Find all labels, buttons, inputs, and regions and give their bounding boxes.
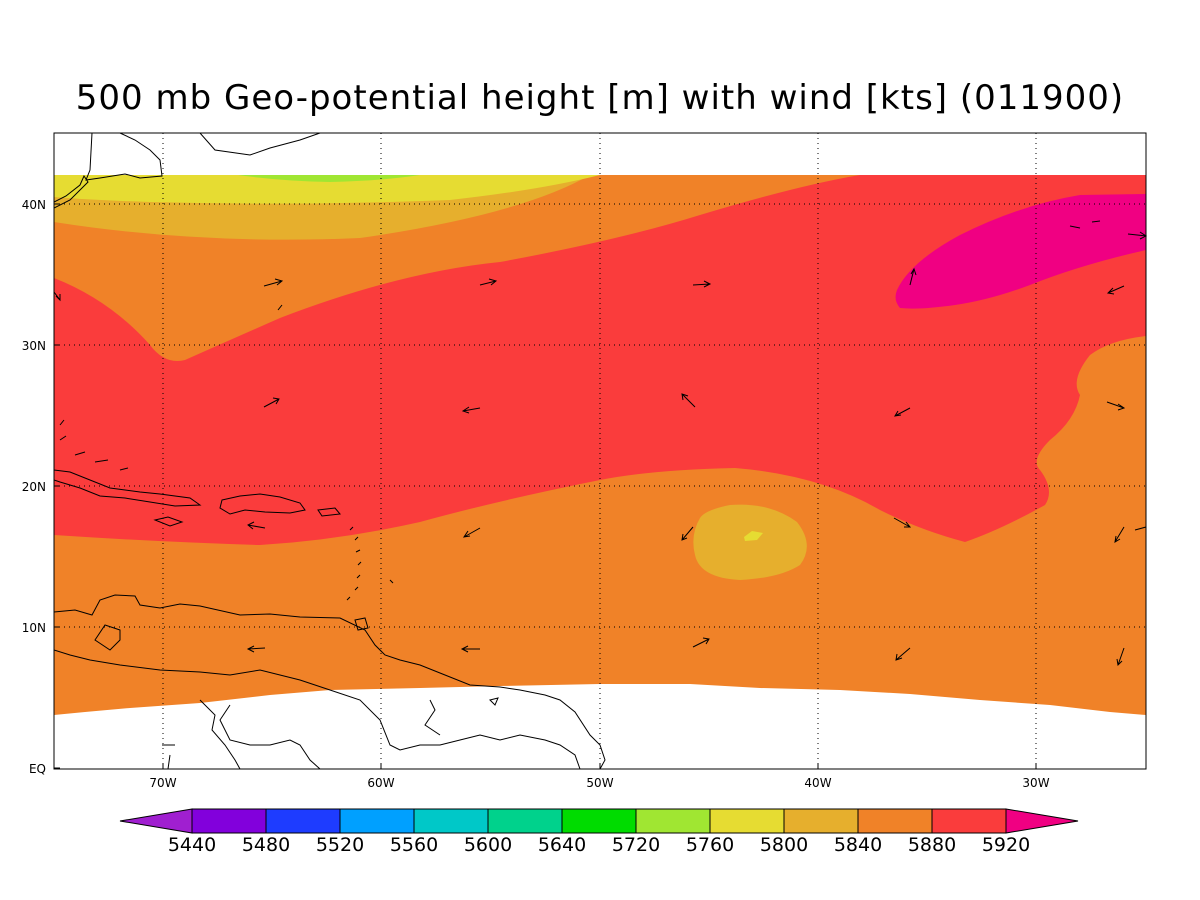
wind-vector (893, 517, 912, 528)
colorbar-right-triangle (1005, 808, 1079, 834)
lon-label-50w: 50W (586, 776, 613, 790)
coast-bahamas (59, 419, 129, 471)
colorbar-label: 5600 (464, 834, 512, 856)
colorbar-label: 5920 (982, 834, 1030, 856)
lat-label-eq: EQ (29, 762, 46, 776)
coast-north-america (54, 133, 321, 209)
wind-vector (692, 280, 712, 288)
graticule (54, 133, 1146, 769)
wind-vector (1134, 526, 1147, 531)
colorbar-swatch (709, 808, 785, 834)
band-5720 (238, 175, 420, 182)
wind-vector (461, 406, 481, 414)
wind-vector (246, 645, 266, 653)
wind-vector (263, 397, 280, 408)
colorbar-swatch (635, 808, 711, 834)
wind-vector (895, 647, 911, 661)
lon-label-70w: 70W (149, 776, 176, 790)
colorbar-label: 5720 (612, 834, 660, 856)
wind-vector (277, 304, 283, 311)
wind-vector (692, 637, 710, 648)
lat-axis-labels: EQ 10N 20N 30N 40N (22, 198, 46, 776)
coast-trinidad (354, 617, 369, 631)
map-title: 500 mb Geo-potential height [m] with win… (75, 78, 1125, 118)
tick-marks (54, 203, 1037, 769)
band-5880 (54, 175, 1146, 545)
wind-vector (681, 393, 696, 408)
coast-lesser-antilles (346, 526, 394, 601)
colorbar-swatch (931, 808, 1007, 834)
lon-label-60w: 60W (367, 776, 394, 790)
colorbar-swatch (783, 808, 859, 834)
lon-axis-labels: 70W 60W 50W 40W 30W (149, 776, 1049, 790)
coast-south-america (54, 594, 606, 769)
colorbar-label: 5880 (908, 834, 956, 856)
band-5920-cell (895, 194, 1146, 309)
colorbar-label: 5760 (686, 834, 734, 856)
band-5800-cell (693, 504, 807, 580)
colorbar-label: 5840 (834, 834, 882, 856)
missing-data-area (54, 684, 1146, 769)
colorbar-swatch (561, 808, 637, 834)
lat-label-20n: 20N (22, 480, 46, 494)
wind-vector (460, 645, 480, 653)
coast-puerto-rico (317, 507, 341, 517)
colorbar-left-triangle (119, 808, 193, 834)
colorbar-label: 5520 (316, 834, 364, 856)
wind-vector (263, 278, 284, 287)
coast-jamaica (153, 516, 184, 527)
wind-vector (1106, 285, 1125, 295)
band-5760 (54, 175, 600, 204)
colorbar-swatch (191, 808, 267, 834)
wind-vectors (53, 220, 1147, 667)
height-shading (54, 175, 1146, 769)
lat-label-10n: 10N (22, 621, 46, 635)
wind-vector (462, 527, 481, 538)
colorbar-swatch (857, 808, 933, 834)
colorbar-swatch (413, 808, 489, 834)
wind-vector (1114, 526, 1125, 543)
lon-label-30w: 30W (1022, 776, 1049, 790)
colorbar-swatch (487, 808, 563, 834)
colorbar-label: 5560 (390, 834, 438, 856)
colorbar-label: 5640 (538, 834, 586, 856)
colorbar-label: 5440 (168, 834, 216, 856)
coast-cuba (54, 469, 202, 507)
coast-hispaniola (219, 493, 306, 515)
wind-vector (53, 291, 61, 302)
wind-vector (247, 521, 266, 530)
wind-vector (909, 267, 917, 286)
lat-label-30n: 30N (22, 339, 46, 353)
wind-vector (1069, 220, 1147, 240)
wind-vector (1106, 401, 1126, 411)
colorbar-label: 5800 (760, 834, 808, 856)
colorbar-label: 5480 (242, 834, 290, 856)
wind-vector (1116, 647, 1125, 667)
colorbar-swatch (339, 808, 415, 834)
colorbar: 5440 5480 5520 5560 5600 5640 5720 5760 5800 5840… (119, 808, 1079, 856)
wind-vector (479, 278, 498, 286)
lat-label-40n: 40N (22, 198, 46, 212)
band-5760-cell (744, 531, 763, 541)
wind-vector (894, 407, 911, 417)
colorbar-swatch (265, 808, 341, 834)
lon-label-40w: 40W (804, 776, 831, 790)
coastlines (54, 133, 606, 769)
wind-vector (681, 526, 694, 541)
